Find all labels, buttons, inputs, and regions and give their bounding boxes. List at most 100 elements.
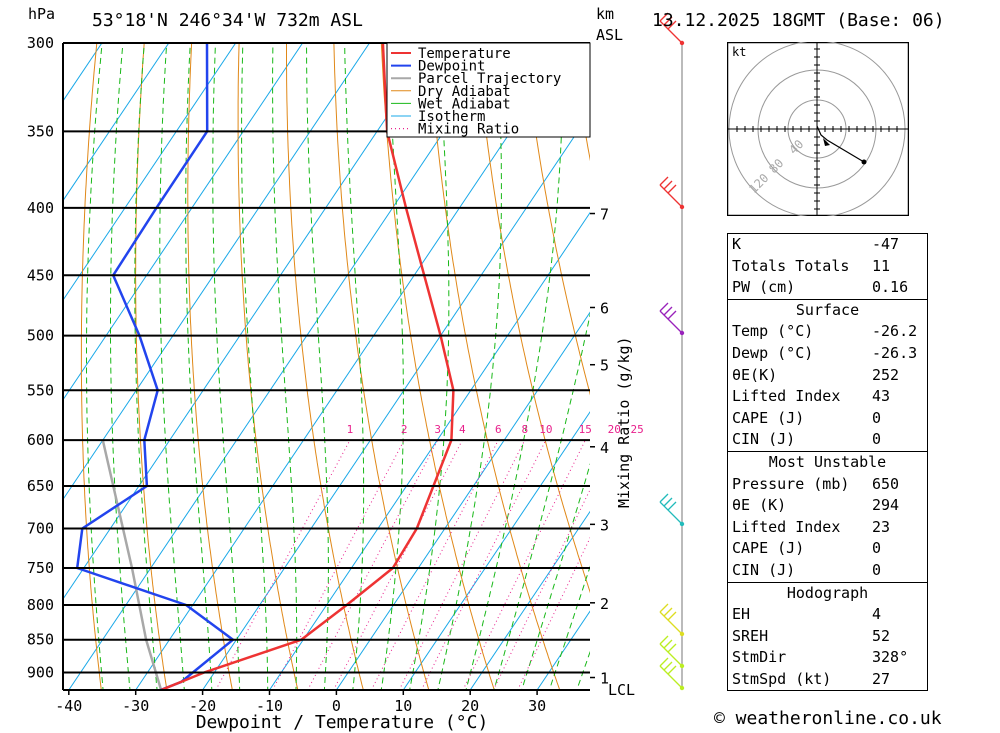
isotherm-line — [335, 311, 590, 690]
temperature-tick-label: 30 — [528, 697, 546, 715]
surface-value: -26.3 — [872, 343, 918, 362]
wet-adiabat-line — [110, 43, 131, 690]
isotherm-line — [63, 43, 170, 202]
hodograph-stat-label: EH — [732, 605, 751, 624]
mixing-ratio-label: 25 — [631, 423, 644, 436]
temperature-tick-label: 10 — [394, 697, 412, 715]
hodograph-stat-row: StmSpd (kt) 27 — [728, 669, 927, 691]
mixing-ratio-line — [215, 439, 351, 690]
mixing-ratio-label: 10 — [539, 423, 552, 436]
location-title: 53°18'N 246°34'W 732m ASL — [92, 10, 363, 31]
most-unstable-row: Lifted Index 23 — [728, 517, 927, 539]
hodograph-trace — [816, 125, 865, 163]
index-row: PW (cm) 0.16 — [728, 277, 927, 299]
km-tick-label: 6 — [600, 299, 609, 317]
wind-barb — [659, 657, 685, 691]
isotherm-line — [63, 43, 304, 401]
most-unstable-row: θE (K) 294 — [728, 495, 927, 517]
most-unstable-label: θE (K) — [732, 496, 787, 515]
mixing-ratio-line — [370, 439, 499, 690]
asl-label: ASL — [596, 26, 624, 44]
legend-label: Temperature — [418, 46, 511, 62]
surface-title: Surface — [795, 300, 860, 319]
most-unstable-value: 650 — [872, 474, 900, 493]
index-value: 0.16 — [872, 278, 909, 297]
wind-barb — [659, 12, 685, 46]
wet-adiabat-line — [306, 43, 329, 690]
temperature-tick-label: -20 — [189, 697, 216, 715]
isotherm-line — [63, 43, 437, 600]
wet-adiabat-line — [380, 43, 404, 690]
temperature-tick-label: 20 — [461, 697, 479, 715]
pressure-tick-label: 500 — [27, 327, 54, 345]
index-label: PW (cm) — [732, 278, 796, 297]
dry-adiabat-line — [135, 43, 168, 690]
pressure-tick-label: 550 — [27, 381, 54, 399]
most-unstable-label: Lifted Index — [732, 517, 841, 536]
legend-label: Mixing Ratio — [418, 122, 519, 138]
pressure-tick-label: 650 — [27, 477, 54, 495]
km-tick-label: 1 — [600, 670, 609, 688]
surface-label: θE(K) — [732, 365, 778, 384]
wind-barb — [659, 493, 685, 527]
surface-row: θE(K) 252 — [728, 365, 927, 387]
wet-adiabat-line — [576, 650, 590, 690]
most-unstable-title: Most Unstable — [768, 452, 887, 471]
wet-adiabat-line — [272, 43, 298, 690]
surface-label: CAPE (J) — [732, 408, 805, 427]
km-tick-label: 3 — [600, 516, 609, 534]
legend-box — [386, 42, 591, 138]
mixing-ratio-label: 3 — [434, 423, 441, 436]
isotherm-line — [63, 43, 237, 302]
isotherm-line — [68, 43, 504, 690]
hodograph-stat-value: 27 — [872, 669, 891, 688]
wet-adiabat-line — [185, 43, 213, 690]
wet-adiabat-line — [437, 43, 502, 690]
km-tick-label: 5 — [600, 357, 609, 375]
copyright: © weatheronline.co.uk — [714, 708, 942, 729]
temperature-tick-label: -30 — [122, 697, 149, 715]
surface-label: Temp (°C) — [732, 322, 814, 341]
hodograph-stat-value: 4 — [872, 605, 882, 624]
mixing-ratio-line — [333, 439, 463, 690]
wind-barb — [659, 176, 685, 210]
most-unstable-value: 0 — [872, 560, 882, 579]
pressure-tick-label: 600 — [27, 431, 54, 449]
most-unstable-row: CAPE (J) 0 — [728, 538, 927, 560]
mixing-ratio-line — [420, 439, 547, 690]
index-value: -47 — [872, 235, 900, 253]
wet-adiabat-line — [493, 312, 590, 690]
mixing-ratio-label: 15 — [579, 423, 592, 436]
index-row: K -47 — [728, 234, 927, 256]
most-unstable-row: CIN (J) 0 — [728, 560, 927, 582]
surface-row: Lifted Index 43 — [728, 386, 927, 408]
hodograph-stat-value: 328° — [872, 648, 909, 667]
mixing-ratio-axis-title: Mixing Ratio (g/kg) — [615, 336, 633, 508]
km-tick-label: 2 — [600, 595, 609, 613]
index-label: K — [732, 235, 742, 253]
surface-label: Lifted Index — [732, 387, 841, 406]
hodograph-stat-row: EH 4 — [728, 604, 927, 626]
mixing-ratio-label: 6 — [495, 423, 502, 436]
temperature-tick-label: -10 — [256, 697, 283, 715]
top-indices: K -47 Totals Totals 11 PW (cm) 0.16 — [728, 234, 927, 299]
dry-adiabat-line — [286, 43, 364, 690]
hodograph-stat-label: StmDir — [732, 648, 787, 667]
legend-label: Wet Adiabat — [418, 96, 511, 112]
km-label: km — [596, 5, 615, 23]
mixing-ratio-label: 1 — [347, 423, 354, 436]
dry-adiabat-line — [0, 43, 2, 690]
surface-row: Dewp (°C) -26.3 — [728, 343, 927, 365]
most-unstable-label: Pressure (mb) — [732, 474, 850, 493]
km-tick-label: 4 — [600, 439, 609, 457]
km-tick-label: 7 — [600, 206, 609, 224]
most-unstable-value: 23 — [872, 517, 891, 536]
mixing-ratio-line — [398, 439, 526, 690]
mixing-ratio-line — [272, 439, 405, 690]
pressure-tick-label: 400 — [27, 199, 54, 217]
surface-row: CIN (J) 0 — [728, 429, 927, 451]
surface-label: Dewp (°C) — [732, 343, 814, 362]
most-unstable-section: Most Unstable Pressure (mb) 650 θE (K) 294 L… — [728, 450, 927, 582]
